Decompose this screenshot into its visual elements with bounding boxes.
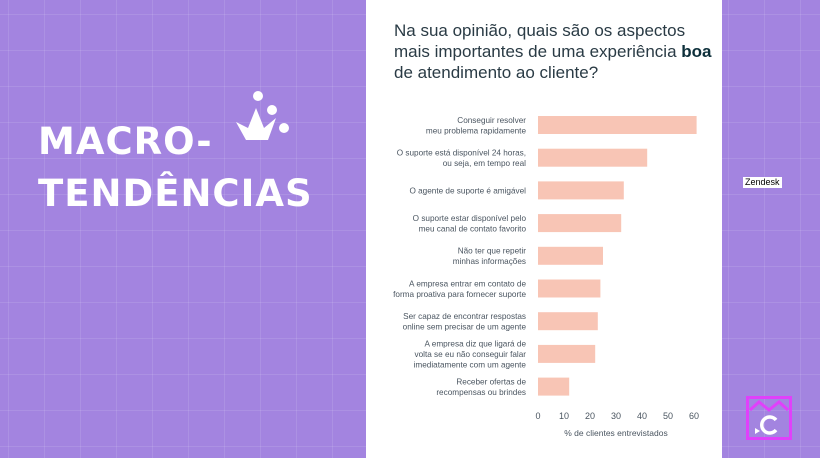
chart-title-bold: boa <box>681 42 712 61</box>
category-label: Ser capaz de encontrar respostas <box>403 312 526 321</box>
category-label: ou seja, em tempo real <box>443 159 526 168</box>
chart-card: Na sua opinião, quais são os aspectos ma… <box>366 0 722 458</box>
category-label: O suporte estar disponível pelo <box>413 214 527 223</box>
category-label: Receber ofertas de <box>456 377 526 386</box>
category-label: minhas informações <box>453 257 526 266</box>
x-tick-label: 20 <box>585 411 595 421</box>
x-tick-label: 10 <box>559 411 569 421</box>
bar <box>538 246 603 265</box>
category-label: A empresa diz que ligará de <box>425 339 527 348</box>
bar <box>538 312 598 331</box>
category-label: meu problema rapidamente <box>426 126 527 135</box>
chart-title-part2: de atendimento ao cliente? <box>394 63 599 82</box>
category-label: O agente de suporte é amigável <box>409 186 526 195</box>
bar <box>538 214 622 233</box>
x-tick-label: 60 <box>689 411 699 421</box>
zendesk-badge: Zendesk <box>743 177 782 188</box>
x-tick-label: 40 <box>637 411 647 421</box>
category-label: forma proativa para fornecer suporte <box>393 290 526 299</box>
hero-title-line2: TENDÊNCIAS <box>38 172 313 215</box>
hero-title-line1: MACRO- <box>38 120 213 163</box>
category-label: meu canal de contato favorito <box>419 224 527 233</box>
category-label: Não ter que repetir <box>458 247 527 256</box>
category-label: A empresa entrar em contato de <box>409 279 526 288</box>
category-label: volta se eu não conseguir falar <box>414 350 526 359</box>
x-tick-label: 0 <box>535 411 540 421</box>
crown-icon <box>236 91 289 140</box>
bar <box>538 344 596 363</box>
x-axis-label: % de clientes entrevistados <box>564 428 667 438</box>
x-tick-label: 50 <box>663 411 673 421</box>
category-label: recompensas ou brindes <box>436 388 526 397</box>
category-label: Conseguir resolver <box>457 116 526 125</box>
bar <box>538 181 624 200</box>
chart-title: Na sua opinião, quais são os aspectos ma… <box>394 20 714 83</box>
category-label: O suporte está disponível 24 horas, <box>397 148 526 157</box>
bar <box>538 116 697 134</box>
c-logo-icon <box>746 396 792 440</box>
bar <box>538 377 570 396</box>
bar <box>538 279 601 298</box>
x-tick-label: 30 <box>611 411 621 421</box>
chart-title-part1: Na sua opinião, quais são os aspectos ma… <box>394 21 686 61</box>
category-label: online sem precisar de um agente <box>403 322 527 331</box>
category-label: imediatamente com um agente <box>414 360 527 369</box>
bar <box>538 148 648 167</box>
hero-title: MACRO- TENDÊNCIAS <box>38 116 313 220</box>
